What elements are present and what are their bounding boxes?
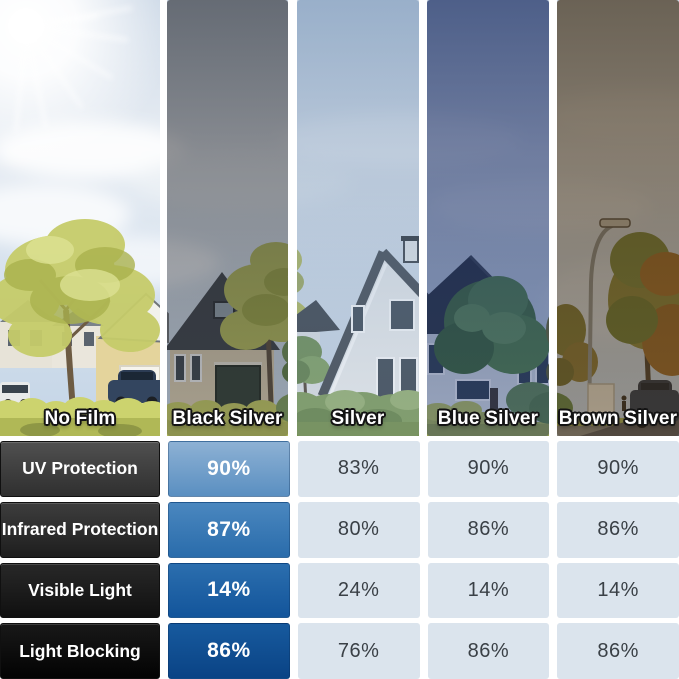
strip-label-blue-silver: Blue Silver	[437, 408, 539, 429]
cell-black-silver-uv: 90%	[168, 441, 290, 497]
row-label-infrared-protection: Infrared Protection	[0, 501, 160, 558]
strip-divider	[160, 0, 167, 436]
strip-label-brown-silver: Brown Silver	[558, 408, 678, 429]
strip-divider	[288, 0, 297, 436]
cell-silver-infrared: 80%	[297, 501, 420, 558]
cell-brown-silver-infrared: 86%	[557, 501, 679, 558]
cell-blue-silver-uv: 90%	[427, 441, 550, 497]
cell-brown-silver-visible: 14%	[557, 562, 679, 619]
tint-overlay-brown-silver	[557, 0, 679, 436]
cell-blue-silver-infrared: 86%	[427, 501, 550, 558]
cell-black-silver-infrared: 87%	[168, 501, 290, 558]
cell-blue-silver-blocking: 86%	[427, 623, 550, 679]
comparison-table: UV Protection 90% 83% 90% 90% Infrared P…	[0, 441, 679, 679]
row-label-uv-protection: UV Protection	[0, 441, 160, 497]
cell-brown-silver-blocking: 86%	[557, 623, 679, 679]
cell-silver-visible: 24%	[297, 562, 420, 619]
strip-label-no-film: No Film	[44, 408, 116, 429]
tint-overlay-silver	[297, 0, 419, 436]
sun-icon	[0, 0, 171, 171]
strip-divider	[419, 0, 427, 436]
cell-black-silver-visible: 14%	[168, 562, 290, 619]
strip-label-black-silver: Black Silver	[172, 408, 283, 429]
strip-divider	[549, 0, 557, 436]
cell-brown-silver-uv: 90%	[557, 441, 679, 497]
white-house	[317, 236, 430, 400]
cell-blue-silver-visible: 14%	[427, 562, 550, 619]
tint-overlay-black-silver	[167, 0, 288, 436]
cell-silver-blocking: 76%	[297, 623, 420, 679]
large-tree	[0, 219, 160, 425]
row-label-light-blocking: Light Blocking	[0, 623, 160, 679]
cell-black-silver-blocking: 86%	[168, 623, 290, 679]
strip-label-silver: Silver	[331, 408, 385, 429]
strip1-scene	[0, 219, 170, 436]
cell-silver-uv: 83%	[297, 441, 420, 497]
photo-panorama: No Film Black Silver Silver Blue Silver …	[0, 0, 679, 436]
row-label-visible-light: Visible Light	[0, 562, 160, 619]
strip3-scene	[276, 236, 438, 436]
tint-overlay-blue-silver	[427, 0, 549, 436]
